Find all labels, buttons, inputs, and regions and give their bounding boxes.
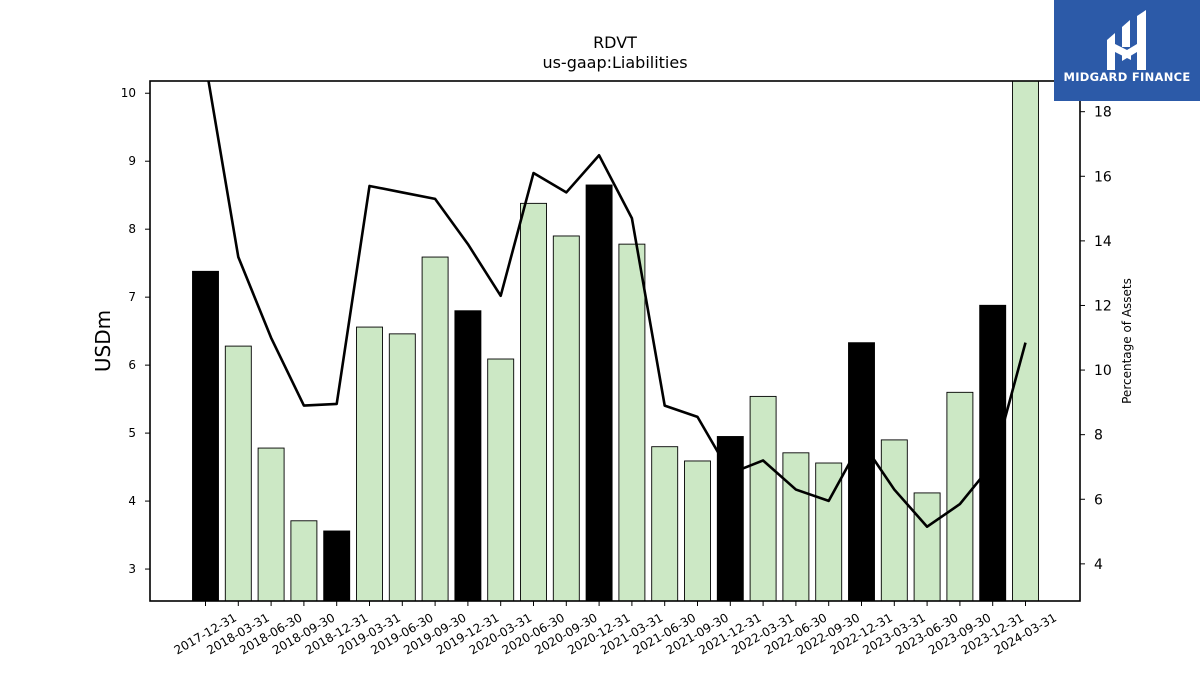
chart-title: RDVT xyxy=(593,33,637,52)
plot-frame xyxy=(149,80,1081,602)
bar-2023-12-31 xyxy=(979,304,1007,602)
bar-2021-06-30 xyxy=(651,446,679,602)
bar-2018-12-31 xyxy=(323,530,351,602)
y-right-tick-label: 14 xyxy=(1094,234,1112,250)
bar-2021-12-31 xyxy=(716,436,744,602)
y-right-tick-label: 8 xyxy=(1094,428,1103,444)
line-series-layer xyxy=(207,81,1027,529)
bar-2020-12-31 xyxy=(585,184,613,602)
y-right-tick-label: 10 xyxy=(1094,363,1112,379)
brand-name: MIDGARD FINANCE xyxy=(1063,70,1190,84)
bar-2023-06-30 xyxy=(913,492,941,602)
bar-2018-06-30 xyxy=(257,447,285,602)
y-left-tick-label: 8 xyxy=(128,222,136,236)
bar-2020-09-30 xyxy=(552,235,580,602)
y-axis-right: 4 6 8 10 12 14 16 18 xyxy=(1080,105,1112,573)
bar-2023-09-30 xyxy=(946,391,974,602)
y-left-tick-label: 5 xyxy=(128,426,136,440)
bar-2021-09-30 xyxy=(684,460,711,602)
y-left-tick-label: 3 xyxy=(128,562,136,576)
bar-2022-06-30 xyxy=(782,452,810,602)
y-left-tick-label: 7 xyxy=(128,290,136,304)
bar-2022-03-31 xyxy=(749,395,777,602)
bar-2019-09-30 xyxy=(421,256,449,602)
y-right-tick-label: 16 xyxy=(1094,169,1112,185)
bar-2018-09-30 xyxy=(290,520,318,602)
y-right-tick-label: 18 xyxy=(1094,105,1112,121)
y-left-tick-label: 6 xyxy=(128,358,136,372)
bar-2023-03-31 xyxy=(880,439,908,602)
y-right-tick-label: 4 xyxy=(1094,557,1103,573)
y-left-tick-label: 4 xyxy=(128,494,136,508)
bar-2017-12-31 xyxy=(192,270,219,602)
bar-2021-03-31 xyxy=(618,243,646,602)
bar-2019-12-31 xyxy=(454,310,482,602)
bar-series xyxy=(192,80,1039,602)
y-axis-left-label: USDm xyxy=(91,310,115,372)
y-axis-left: 3 4 5 6 7 8 9 10 xyxy=(121,86,150,576)
bar-2020-03-31 xyxy=(487,358,515,602)
bar-2022-12-31 xyxy=(848,342,875,602)
y-left-tick-label: 10 xyxy=(121,86,136,100)
line-percentage-of-assets xyxy=(207,81,1027,529)
y-right-tick-label: 12 xyxy=(1094,298,1112,314)
y-left-tick-label: 9 xyxy=(128,154,136,168)
bar-2020-06-30 xyxy=(520,202,547,602)
x-axis: 2017-12-312018-03-312018-06-302018-09-30… xyxy=(172,601,1059,657)
y-axis-right-label: Percentage of Assets xyxy=(1120,278,1134,404)
y-right-tick-label: 6 xyxy=(1094,492,1103,508)
bar-2024-03-31 xyxy=(1012,80,1039,602)
brand-badge: MIDGARD FINANCE xyxy=(1054,0,1200,101)
bar-2018-03-31 xyxy=(224,345,252,602)
bar-2019-03-31 xyxy=(356,326,383,602)
bar-2019-06-30 xyxy=(388,333,416,602)
midgard-logo-icon xyxy=(1107,10,1146,70)
chart-subtitle: us-gaap:Liabilities xyxy=(542,53,687,72)
